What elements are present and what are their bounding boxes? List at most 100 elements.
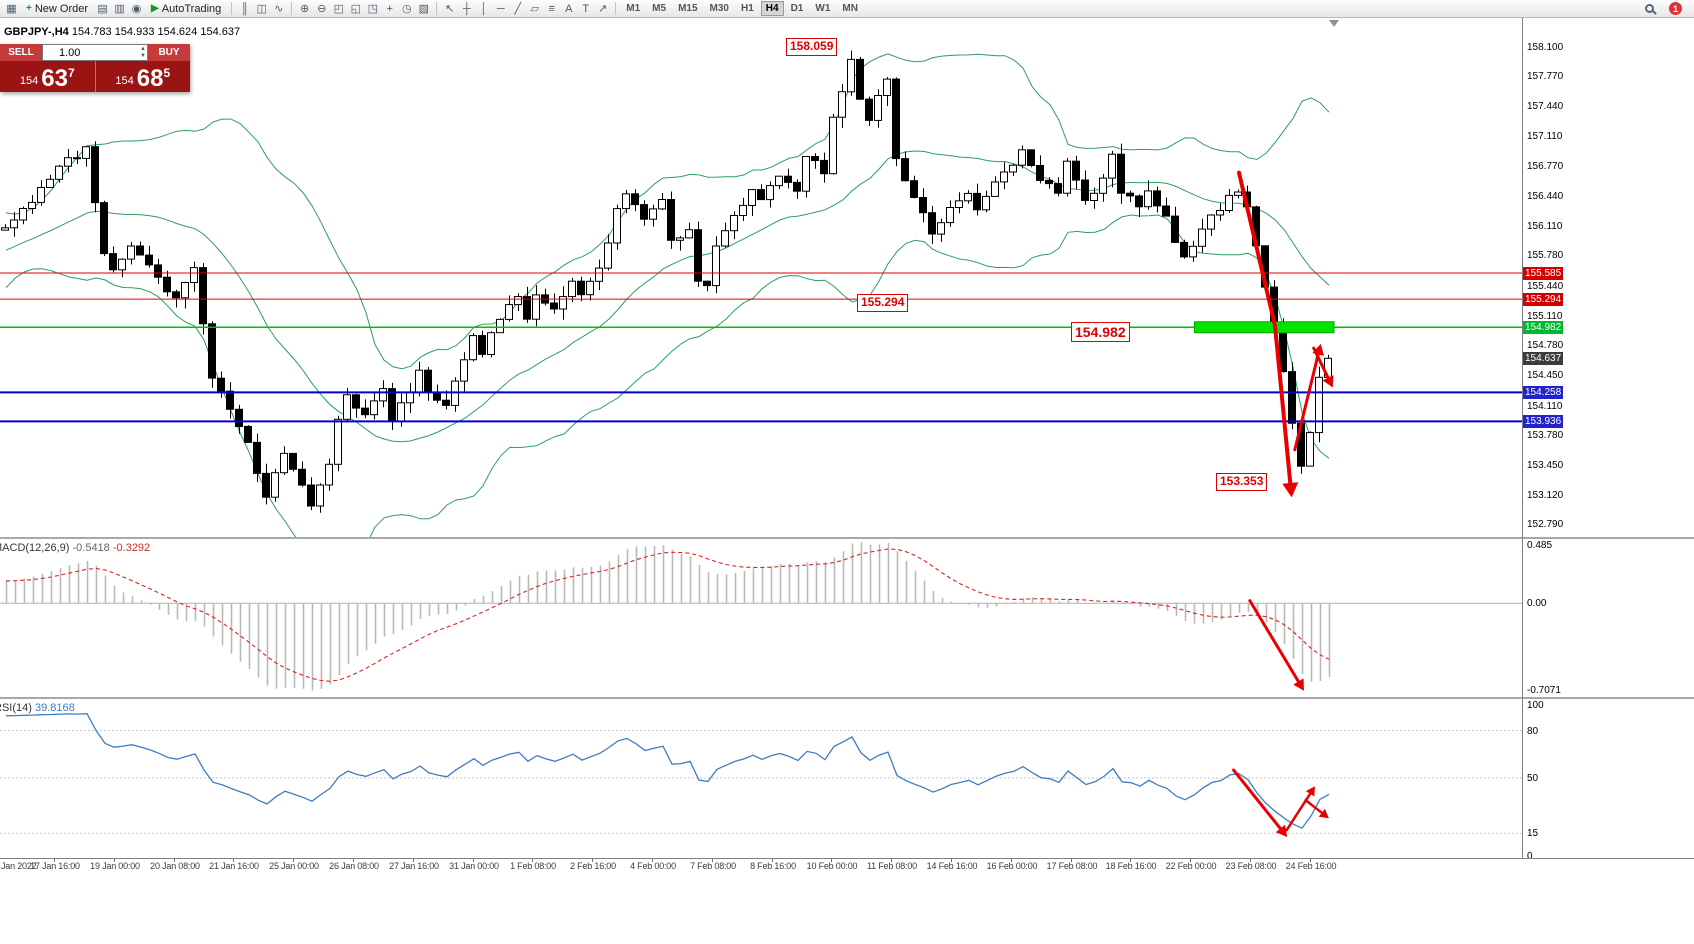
indicators-icon[interactable]: + bbox=[386, 2, 393, 15]
sell-price[interactable]: 154 63 7 bbox=[0, 61, 95, 92]
time-label: Jan 2022 bbox=[1, 861, 37, 871]
cursor-icon[interactable]: ↖ bbox=[445, 3, 455, 15]
timeframe-h4[interactable]: H4 bbox=[760, 1, 784, 16]
time-axis-tick bbox=[532, 858, 533, 862]
price-tag-155.585: 155.585 bbox=[1523, 267, 1564, 280]
timeframe-w1[interactable]: W1 bbox=[815, 3, 831, 14]
time-label: 22 Feb 00:00 bbox=[1165, 861, 1217, 871]
panel-separator[interactable] bbox=[0, 697, 1694, 699]
toolbar-divider bbox=[615, 2, 617, 15]
arrange-windows-icon[interactable]: ◱ bbox=[350, 3, 361, 15]
sell-price-pip: 7 bbox=[67, 66, 75, 80]
macd-value: -0.5418 bbox=[72, 542, 110, 554]
horizontal-line-icon[interactable]: ─ bbox=[496, 2, 505, 15]
time-axis-tick bbox=[233, 858, 234, 862]
new-chart-icon[interactable]: ▦ bbox=[6, 3, 17, 15]
chart-shift-marker[interactable] bbox=[1329, 20, 1339, 27]
bar-chart-icon[interactable]: ║ bbox=[240, 2, 249, 15]
arrows-icon[interactable]: ↗ bbox=[598, 3, 608, 15]
time-label: 1 Feb 08:00 bbox=[510, 861, 556, 871]
macd-scale-label: -0.7071 bbox=[1527, 685, 1561, 696]
timeframe-m30[interactable]: M30 bbox=[709, 3, 729, 14]
green-zone-rectangle[interactable] bbox=[1194, 321, 1335, 334]
autotrading-button-label: AutoTrading bbox=[161, 2, 222, 15]
time-axis-tick bbox=[1071, 858, 1072, 862]
macd-signal-line bbox=[5, 548, 1330, 682]
timeframe-m1[interactable]: M1 bbox=[626, 3, 641, 14]
price-axis-separator bbox=[1522, 18, 1523, 858]
time-axis-tick bbox=[293, 858, 294, 862]
price-callout[interactable]: 154.982 bbox=[1071, 322, 1130, 343]
charts-bar-icon[interactable]: ▤ bbox=[97, 3, 108, 15]
time-axis-line bbox=[0, 858, 1694, 859]
fibonacci-icon[interactable]: ≡ bbox=[548, 2, 555, 15]
buy-price-big: 68 bbox=[136, 65, 164, 92]
vertical-line-icon[interactable]: │ bbox=[480, 2, 488, 15]
periods-icon[interactable]: ◷ bbox=[401, 3, 412, 15]
search-icon[interactable] bbox=[1642, 1, 1657, 17]
time-axis-tick bbox=[174, 858, 175, 862]
crosshair-icon[interactable]: ┼ bbox=[462, 2, 471, 15]
text-icon[interactable]: A bbox=[565, 2, 573, 15]
time-axis-tick bbox=[54, 858, 55, 862]
rsi-scale-label: 100 bbox=[1527, 700, 1544, 711]
sell-button[interactable]: SELL bbox=[0, 44, 42, 61]
alerts-icon[interactable]: ◉ bbox=[131, 3, 142, 15]
timeframe-m15[interactable]: M15 bbox=[678, 3, 698, 14]
time-label: 4 Feb 00:00 bbox=[630, 861, 676, 871]
trendline-icon[interactable]: ╱ bbox=[514, 3, 522, 15]
candlestick-chart-icon[interactable]: ◫ bbox=[256, 3, 267, 15]
time-label: 11 Feb 08:00 bbox=[867, 861, 917, 871]
price-callout[interactable]: 153.353 bbox=[1216, 473, 1268, 491]
rsi-scale-label: 50 bbox=[1527, 773, 1539, 784]
buy-button[interactable]: BUY bbox=[148, 44, 190, 61]
time-axis-tick bbox=[413, 858, 414, 862]
time-axis-tick bbox=[891, 858, 892, 862]
label-icon[interactable]: T bbox=[582, 2, 590, 15]
tile-windows-icon[interactable]: ◰ bbox=[333, 3, 344, 15]
price-chart[interactable] bbox=[0, 18, 1522, 537]
time-axis-tick bbox=[1250, 858, 1251, 862]
channel-icon[interactable]: ▱ bbox=[530, 3, 539, 15]
new-order-button[interactable]: + New Order bbox=[21, 1, 93, 17]
cascade-windows-icon[interactable]: ◳ bbox=[367, 3, 378, 15]
autotrading-button[interactable]: ▶ AutoTrading bbox=[146, 1, 226, 17]
macd-panel[interactable] bbox=[0, 539, 1522, 697]
zoom-out-icon[interactable]: ⊖ bbox=[317, 3, 327, 15]
time-label: 17 Feb 08:00 bbox=[1046, 861, 1098, 871]
chart-workspace: GBPJPY-,H4 154.783 154.933 154.624 154.6… bbox=[0, 18, 1694, 944]
price-tick: 157.770 bbox=[1527, 71, 1564, 82]
symbol-label: GBPJPY-,H4 bbox=[4, 26, 69, 38]
volume-input[interactable]: 1.00 ▲ ▼ bbox=[42, 44, 148, 61]
rsi-panel[interactable] bbox=[0, 699, 1522, 858]
time-axis-tick bbox=[114, 858, 115, 862]
candles[interactable] bbox=[1, 50, 1332, 513]
rsi-label: RSI(14) 39.8168 bbox=[0, 702, 75, 714]
price-tick: 152.790 bbox=[1527, 519, 1564, 530]
timeframe-mn[interactable]: MN bbox=[842, 3, 858, 14]
timeframe-d1[interactable]: D1 bbox=[790, 3, 804, 14]
macd-label: MACD(12,26,9) -0.5418 -0.3292 bbox=[0, 542, 150, 554]
time-label: 23 Feb 08:00 bbox=[1225, 861, 1277, 871]
templates-icon[interactable]: ▨ bbox=[418, 3, 429, 15]
toolbar: ▦ + New Order ▤ ▥ ◉ ▶ AutoTrading ║ ◫ ∿ ⊕ ⊖ ◰ ◱ ◳ + ◷ ▨ ↖ ┼ │… bbox=[0, 0, 1694, 18]
time-axis-tick bbox=[831, 858, 832, 862]
timeframe-m5[interactable]: M5 bbox=[652, 3, 667, 14]
panel-separator[interactable] bbox=[0, 537, 1694, 539]
time-axis-tick bbox=[1011, 858, 1012, 862]
macd-histogram bbox=[5, 542, 1331, 691]
time-axis-tick bbox=[353, 858, 354, 862]
price-callout[interactable]: 155.294 bbox=[857, 294, 909, 312]
zoom-in-icon[interactable]: ⊕ bbox=[300, 3, 310, 15]
buy-price[interactable]: 154 68 5 bbox=[94, 61, 191, 92]
price-tag-153.936: 153.936 bbox=[1523, 415, 1564, 428]
time-label: 10 Feb 00:00 bbox=[806, 861, 858, 871]
line-chart-icon[interactable]: ∿ bbox=[274, 3, 284, 15]
timeframe-h1[interactable]: H1 bbox=[740, 3, 754, 14]
profiles-icon[interactable]: ▥ bbox=[114, 3, 125, 15]
notification-badge[interactable]: 1 bbox=[1669, 2, 1682, 15]
price-callout[interactable]: 158.059 bbox=[786, 38, 838, 56]
volume-stepper[interactable]: ▲ ▼ bbox=[140, 46, 146, 59]
time-label: 21 Jan 16:00 bbox=[209, 861, 259, 871]
price-tick: 154.450 bbox=[1527, 370, 1564, 381]
